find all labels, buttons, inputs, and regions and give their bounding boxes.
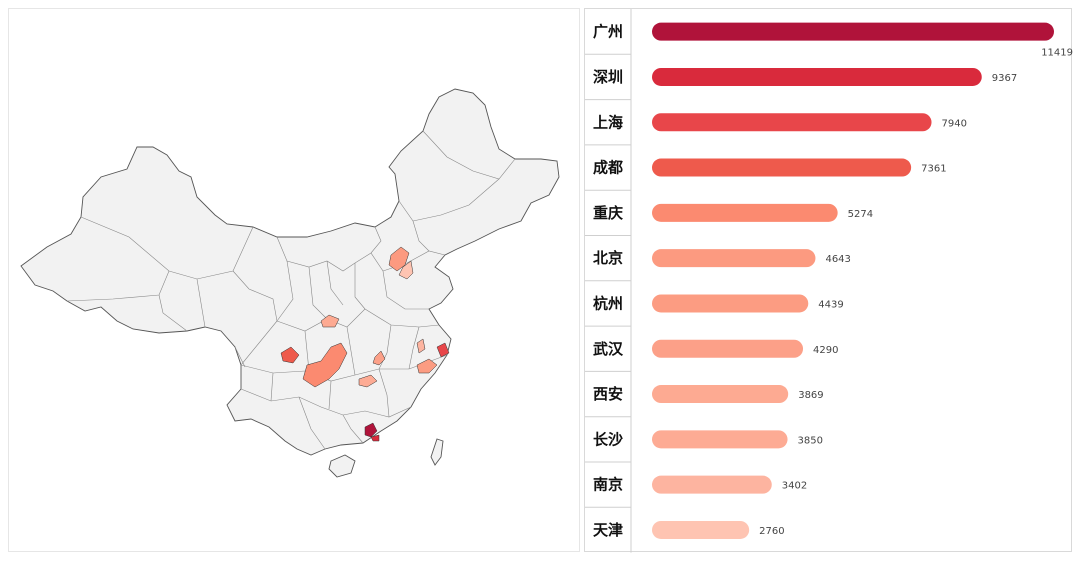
- value-label: 3402: [782, 481, 807, 492]
- bar: [652, 158, 912, 177]
- china-map: [20, 88, 560, 478]
- value-label: 5274: [848, 209, 873, 220]
- ranking-bar-chart: 广州 11419 深圳 9367 上海 7940 成都 7361 重庆 5274 北京 4643 杭州 4…: [585, 9, 1073, 553]
- bar: [652, 22, 1054, 41]
- map-region-shenzhen: [370, 434, 380, 442]
- bar: [652, 67, 982, 86]
- category-label: 北京: [593, 249, 623, 267]
- china-outline: [20, 88, 560, 456]
- bar: [652, 294, 809, 313]
- value-label: 4439: [818, 299, 843, 310]
- value-label: 7361: [921, 164, 946, 175]
- category-label: 深圳: [593, 68, 623, 86]
- value-label: 7940: [942, 118, 967, 129]
- map-region-wuhan: [372, 350, 386, 366]
- category-label: 杭州: [593, 294, 623, 312]
- map-region-nanjing: [416, 338, 426, 354]
- bar: [652, 475, 772, 494]
- map-region-chongqing: [302, 342, 348, 388]
- bar: [652, 113, 932, 132]
- taiwan-island: [430, 438, 444, 466]
- value-label: 2760: [759, 526, 784, 537]
- value-label: 9367: [992, 73, 1017, 84]
- category-label: 南京: [593, 476, 623, 494]
- map-region-beijing: [388, 246, 410, 272]
- bar-chart-panel: 广州 11419 深圳 9367 上海 7940 成都 7361 重庆 5274 北京 4643 杭州 4…: [584, 8, 1073, 553]
- china-map-panel: [8, 8, 580, 552]
- map-region-shanghai: [436, 342, 450, 358]
- category-label: 广州: [593, 23, 623, 41]
- map-region-guangzhou: [364, 422, 378, 438]
- map-region-changsha: [358, 374, 378, 388]
- category-label: 成都: [593, 159, 623, 177]
- category-label: 天津: [593, 521, 623, 539]
- value-label: 3850: [798, 435, 823, 446]
- map-region-tianjin: [398, 260, 414, 280]
- category-label: 上海: [593, 113, 623, 131]
- value-label: 11419: [1041, 48, 1073, 59]
- map-region-hangzhou: [416, 358, 438, 374]
- category-label: 武汉: [593, 340, 624, 358]
- category-label: 长沙: [593, 430, 623, 448]
- bar: [652, 520, 750, 539]
- value-label: 3869: [798, 390, 823, 401]
- bar: [652, 385, 789, 404]
- hainan-island: [328, 454, 356, 478]
- map-region-xian: [320, 314, 340, 328]
- value-label: 4643: [825, 254, 850, 265]
- category-label: 重庆: [593, 204, 623, 222]
- bar: [652, 430, 788, 449]
- map-region-chengdu: [280, 346, 300, 364]
- bar: [652, 203, 838, 222]
- category-label: 西安: [593, 385, 623, 403]
- bar: [652, 339, 804, 358]
- value-label: 4290: [813, 345, 838, 356]
- bar: [652, 249, 816, 268]
